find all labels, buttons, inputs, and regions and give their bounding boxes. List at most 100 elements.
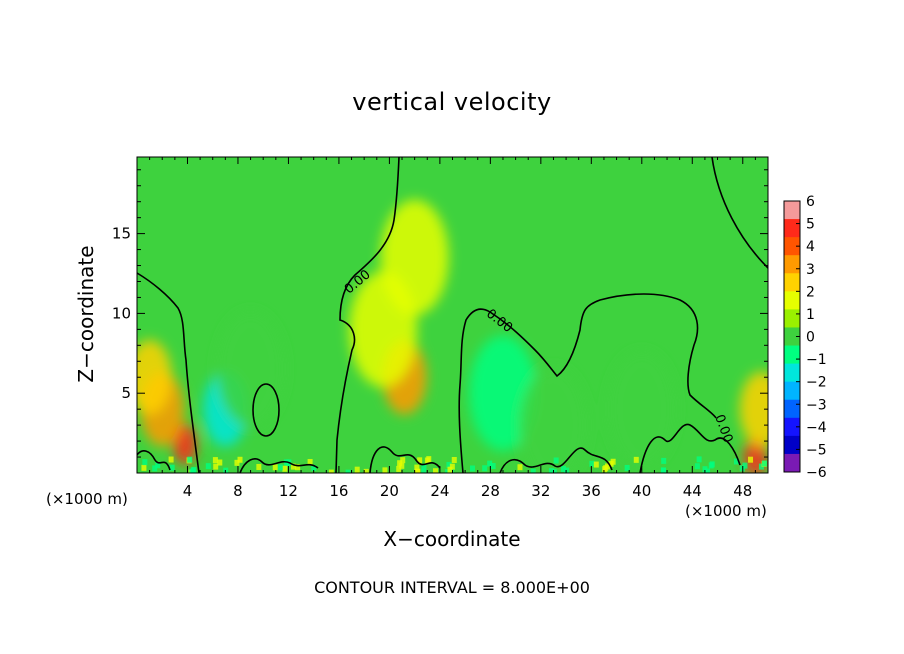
surface-cell [490,463,496,470]
surface-cell [553,457,559,464]
surface-cell [187,456,193,463]
y-axis: 5 10 15 [112,169,768,458]
colorbar-swatch [784,399,800,419]
colorbar: 6 5 4 3 2 1 0 −1 −2 −3 −4 −5 −6 [783,194,827,481]
colorbar-label: −2 [806,375,827,391]
surface-cell [213,463,219,470]
colorbar-label: −4 [806,420,827,436]
zero-contour-island [252,383,280,437]
x-unit-label-left: (×1000 m) [46,490,128,508]
surface-cell [733,458,739,465]
surface-cell [311,464,317,471]
colorbar-swatch [784,381,800,401]
surface-cell [589,460,595,467]
surface-cell [560,465,566,472]
surface-cell [451,456,457,463]
surface-cell [282,465,288,472]
colorbar-swatch [784,345,800,365]
surface-cell [328,469,334,473]
heatmap-feature [519,367,588,473]
x-tick-label: 24 [430,482,449,500]
surface-cell [277,464,283,471]
surface-cell [272,464,278,471]
surface-cell [382,467,388,473]
surface-cell [414,468,420,473]
colorbar-swatch [784,237,800,256]
surface-cell [748,456,754,463]
surface-cell [696,456,702,463]
surface-cell [400,457,406,464]
colorbar-swatch [784,435,800,455]
surface-cell [604,463,610,470]
surface-cell [217,459,223,466]
x-axis-label: X−coordinate [383,527,521,551]
heatmap-feature [172,423,197,465]
zero-contour-center [335,157,400,473]
surface-cell [660,467,666,473]
colorbar-label: 0 [806,330,815,346]
zero-contour-surface-e [137,450,171,471]
colorbar-swatch [784,417,800,437]
y-tick-label: 10 [112,304,131,322]
colorbar-swatch [784,453,800,473]
colorbar-label: 6 [806,194,815,210]
x-tick-label: 8 [233,482,243,500]
zero-contour-surface-a [239,458,319,473]
chart-title: vertical velocity [352,88,552,116]
zero-contour-right-upper [711,157,768,269]
surface-cell [421,463,427,470]
colorbar-swatch [784,219,800,238]
heatmap-feature [607,351,676,467]
colorbar-label: −6 [806,465,827,481]
surface-cell [564,467,570,473]
surface-cell [307,458,313,465]
x-tick-label: 20 [380,482,399,500]
colorbar-swatch [784,273,800,292]
colorbar-label: −3 [806,397,827,413]
surface-cell [517,464,523,471]
surface-cell [295,464,301,471]
surface-cell [354,466,360,473]
y-tick-label: 5 [121,384,131,402]
surface-cell [593,461,599,468]
surface-cell [551,468,557,473]
surface-cell [530,468,536,473]
surface-cell [155,462,161,469]
surface-cell [152,465,158,472]
surface-cell [449,463,455,470]
colorbar-label: −5 [806,442,827,458]
colorbar-label: 5 [806,217,815,233]
surface-cell [487,460,493,467]
x-tick-label: 28 [481,482,500,500]
surface-cell [212,457,218,464]
y-axis-label: Z−coordinate [74,245,98,383]
colorbar-label: 3 [806,262,815,278]
heatmap-feature [216,311,285,428]
surface-cell [345,469,351,473]
surface-cell [432,468,438,473]
surface-cell [705,468,711,473]
surface-cell [417,457,423,464]
surface-cell [469,465,475,472]
x-axis: 4 8 12 16 20 24 28 32 36 40 44 48 [149,157,756,500]
x-tick-label: 44 [683,482,702,500]
surface-cell [363,468,369,473]
surface-cell [237,456,243,463]
heatmap-feature [380,199,449,316]
surface-cell [191,466,197,473]
surface-cell [446,461,452,468]
colorbar-swatch [784,327,800,347]
heatmap-feature [739,371,768,447]
x-tick-label: 36 [582,482,601,500]
zero-contour-mid [458,293,717,473]
colorbar-label: −1 [806,352,827,368]
surface-cell [758,463,764,470]
surface-cell [482,465,488,472]
surface-cell [141,464,147,471]
zero-contour-surface-d [639,423,741,473]
surface-cell [610,458,616,465]
x-tick-label: 48 [733,482,752,500]
colorbar-swatch [784,255,800,274]
surface-cell [421,468,427,473]
colorbar-swatch [784,363,800,383]
